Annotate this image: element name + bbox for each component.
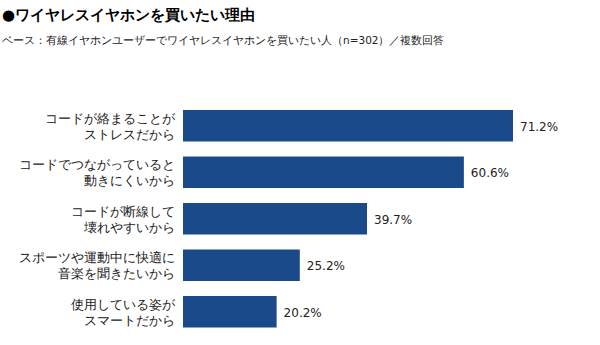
bar <box>183 110 513 142</box>
category-label: 使用している姿がスマートだから <box>71 297 176 328</box>
bar <box>183 157 464 189</box>
bar <box>183 296 277 328</box>
category-label: コードでつながっていると動きにくいから <box>19 157 175 188</box>
chart-svg: ●ワイヤレスイヤホンを買いたい理由ベース：有線イヤホンユーザーでワイヤレスイヤホ… <box>0 0 600 345</box>
category-line: コードが絡まることが <box>45 111 176 126</box>
category-line: ストレスだから <box>84 127 175 142</box>
category-label: スポーツや運動中に快適に音楽を聞きたいから <box>19 250 175 281</box>
title: ●ワイヤレスイヤホンを買いたい理由 <box>2 6 255 24</box>
page: {"chart_data": {"type": "bar", "orientat… <box>0 0 600 345</box>
data-label: 25.2% <box>307 259 345 273</box>
category-label: コードが絡まることがストレスだから <box>45 111 176 142</box>
data-label: 39.7% <box>374 213 412 227</box>
chart-container: ●ワイヤレスイヤホンを買いたい理由ベース：有線イヤホンユーザーでワイヤレスイヤホ… <box>0 0 600 345</box>
data-label: 60.6% <box>471 166 509 180</box>
category-label: コードが断線して壊れやすいから <box>71 204 175 235</box>
category-line: スマートだから <box>84 313 175 328</box>
category-line: スポーツや運動中に快適に <box>19 250 175 265</box>
category-line: 動きにくいから <box>84 173 175 188</box>
category-line: 使用している姿が <box>71 297 176 312</box>
bars <box>183 110 513 328</box>
category-line: 壊れやすいから <box>83 220 175 235</box>
category-line: 音楽を聞きたいから <box>58 266 175 281</box>
bar <box>183 203 367 235</box>
subtitle: ベース：有線イヤホンユーザーでワイヤレスイヤホンを買いたい人（n=302）／複数… <box>2 34 445 46</box>
data-label: 71.2% <box>520 120 558 134</box>
bar <box>183 250 300 282</box>
category-line: コードでつながっていると <box>19 157 175 172</box>
category-line: コードが断線して <box>71 204 175 219</box>
data-label: 20.2% <box>284 306 322 320</box>
